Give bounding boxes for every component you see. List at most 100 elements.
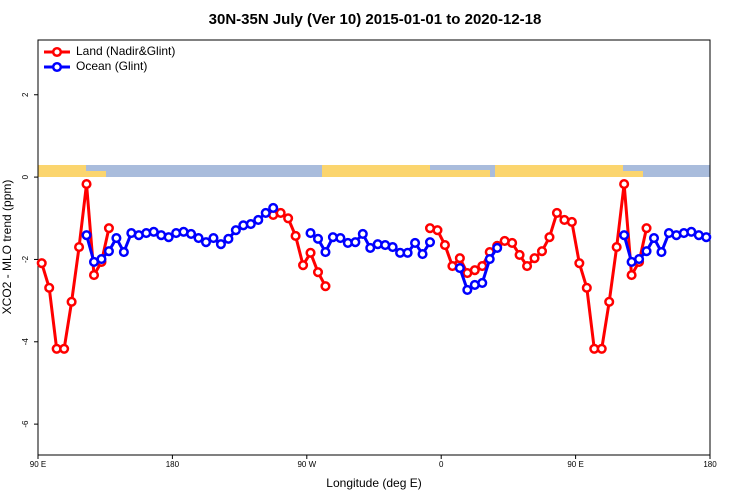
chart-title: 30N-35N July (Ver 10) 2015-01-01 to 2020… <box>209 11 542 28</box>
y-tick-label: 2 <box>21 92 30 97</box>
point <box>477 277 488 288</box>
point <box>230 225 241 236</box>
point <box>357 228 368 239</box>
point <box>59 343 70 354</box>
point <box>417 249 428 260</box>
point <box>223 233 234 244</box>
x-tick-label: 180 <box>166 460 180 469</box>
point <box>492 242 503 253</box>
y-tick-label: 0 <box>21 174 30 179</box>
legend-marker <box>51 46 63 58</box>
point <box>350 237 361 248</box>
point <box>507 237 518 249</box>
legend-item: Land (Nadir&Glint) <box>44 44 175 58</box>
point <box>648 232 660 244</box>
point <box>320 246 331 258</box>
point <box>81 230 92 241</box>
point <box>454 253 465 264</box>
point <box>103 246 114 257</box>
x-axis-label: Longitude (deg E) <box>326 476 421 490</box>
land-strip <box>495 165 623 177</box>
point <box>200 237 212 248</box>
point <box>44 282 55 293</box>
point <box>290 230 301 242</box>
land-strip <box>322 165 430 177</box>
point <box>514 249 525 260</box>
point <box>544 232 555 243</box>
legend-marker <box>51 61 63 73</box>
point <box>208 232 219 244</box>
point <box>193 232 204 244</box>
point <box>268 202 279 214</box>
point <box>103 223 114 234</box>
series <box>81 202 712 295</box>
point <box>312 233 324 244</box>
series <box>36 179 652 354</box>
point <box>596 343 607 354</box>
point <box>335 232 346 244</box>
point <box>566 216 577 228</box>
land-strip <box>86 171 106 177</box>
legend-item: Ocean (Glint) <box>44 59 147 73</box>
y-tick-label: -2 <box>21 255 30 263</box>
point <box>74 242 85 253</box>
point <box>574 258 585 269</box>
point <box>477 260 488 272</box>
point <box>581 282 592 293</box>
point <box>66 296 77 307</box>
point <box>283 213 294 224</box>
point <box>641 223 652 234</box>
x-tick-label: 90 E <box>30 460 46 469</box>
point <box>626 270 637 281</box>
point <box>253 214 264 225</box>
point <box>701 232 712 243</box>
point <box>424 237 436 248</box>
point <box>410 237 421 249</box>
point <box>641 246 652 257</box>
point <box>619 179 630 190</box>
y-tick-label: -6 <box>21 420 30 428</box>
point <box>305 228 316 239</box>
point <box>320 281 331 292</box>
point <box>619 230 630 241</box>
legend-label: Land (Nadir&Glint) <box>76 44 175 58</box>
legend-label: Ocean (Glint) <box>76 59 147 73</box>
y-axis-label: XCO2 - MLO trend (ppm) <box>0 180 14 315</box>
land-strip <box>430 170 490 177</box>
point <box>298 260 309 271</box>
point <box>402 247 413 258</box>
y-tick-label: -4 <box>21 338 30 346</box>
point <box>118 246 129 258</box>
point <box>529 253 540 264</box>
x-tick-label: 90 W <box>297 460 316 469</box>
point <box>551 207 562 218</box>
point <box>439 239 450 251</box>
point <box>454 263 465 274</box>
point <box>462 284 473 295</box>
point <box>536 246 548 257</box>
point <box>245 218 256 230</box>
x-tick-label: 90 E <box>567 460 583 469</box>
point <box>111 232 122 244</box>
land-strip <box>38 165 86 177</box>
point <box>163 232 174 243</box>
x-tick-label: 0 <box>439 460 444 469</box>
point <box>260 207 271 218</box>
point <box>484 253 495 265</box>
x-tick-label: 180 <box>703 460 717 469</box>
point <box>634 253 645 265</box>
point <box>36 258 47 269</box>
point <box>365 242 376 253</box>
point <box>275 207 286 218</box>
point <box>96 253 107 265</box>
point <box>81 179 92 190</box>
point <box>522 260 533 272</box>
point <box>312 267 324 278</box>
point <box>432 225 443 236</box>
surface-strip <box>38 165 710 177</box>
plot-frame <box>37 39 711 456</box>
point <box>604 296 615 307</box>
point <box>186 228 197 239</box>
land-strip <box>623 171 643 177</box>
